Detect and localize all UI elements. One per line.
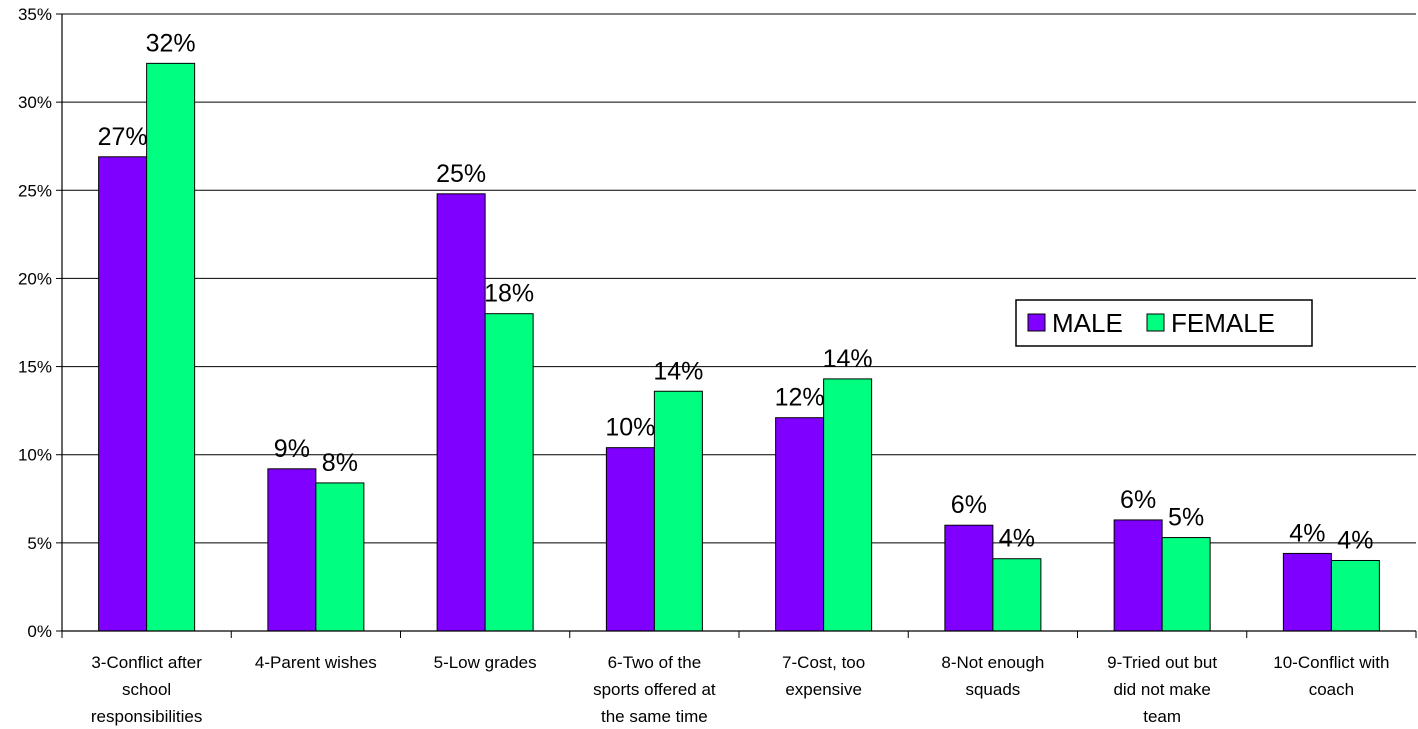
x-tick-label: 4-Parent wishes bbox=[255, 653, 377, 672]
bar-male bbox=[98, 156, 148, 632]
data-label-male: 25% bbox=[436, 160, 486, 188]
y-tick-label: 25% bbox=[18, 181, 52, 200]
data-label-male: 10% bbox=[605, 414, 655, 442]
bar-female bbox=[1161, 537, 1211, 632]
x-tick-label: 6-Two of the sports offered at the same ti… bbox=[593, 653, 716, 726]
x-tick-label-line: squads bbox=[965, 680, 1020, 699]
bar-female bbox=[653, 390, 703, 632]
legend: MALE FEMALE bbox=[1015, 299, 1313, 347]
bars bbox=[98, 62, 1380, 632]
x-tick-label: 3-Conflict after school responsibilities bbox=[91, 653, 203, 726]
data-label-male: 27% bbox=[98, 123, 148, 151]
legend-swatch-male bbox=[1027, 313, 1046, 332]
x-tick-label-line: 6-Two of the bbox=[608, 653, 702, 672]
legend-swatch-female bbox=[1146, 313, 1165, 332]
x-tick-label-line: coach bbox=[1309, 680, 1354, 699]
x-tick-label-line: 5-Low grades bbox=[434, 653, 537, 672]
y-tick-label: 10% bbox=[18, 446, 52, 465]
data-labels: 27% 32% 9% 8% 25% 18% 10% 14% 12% 14% 6% 4% 6% 5% 4% 4% bbox=[98, 29, 1374, 554]
x-tick-label: 9-Tried out but did not make team bbox=[1107, 653, 1217, 726]
bar-female bbox=[992, 558, 1042, 632]
data-label-female: 14% bbox=[653, 357, 703, 385]
bar-male bbox=[775, 417, 825, 632]
x-tick-label: 5-Low grades bbox=[434, 653, 537, 672]
x-tick-label-line: did not make bbox=[1113, 680, 1210, 699]
bar-male bbox=[436, 193, 486, 632]
x-tick-label-line: sports offered at bbox=[593, 680, 716, 699]
x-tick-label-line: school bbox=[122, 680, 171, 699]
data-label-female: 4% bbox=[999, 525, 1035, 553]
legend-label-male: MALE bbox=[1052, 308, 1123, 338]
x-tick-label-line: the same time bbox=[601, 707, 708, 726]
y-tick-label: 30% bbox=[18, 93, 52, 112]
bar-male bbox=[1282, 552, 1332, 632]
bar-male bbox=[1113, 519, 1163, 632]
bar-female bbox=[1330, 559, 1380, 632]
bar-male bbox=[267, 468, 317, 632]
data-label-female: 14% bbox=[823, 345, 873, 373]
y-tick-label: 0% bbox=[27, 622, 52, 641]
y-tick-label: 15% bbox=[18, 358, 52, 377]
grid-lines bbox=[62, 13, 1416, 544]
data-label-male: 12% bbox=[775, 384, 825, 412]
bar-male bbox=[605, 447, 655, 632]
x-tick-label-line: 10-Conflict with bbox=[1273, 653, 1389, 672]
x-tick-label: 7-Cost, too expensive bbox=[782, 653, 865, 699]
x-tick-label-line: 7-Cost, too bbox=[782, 653, 865, 672]
data-label-female: 32% bbox=[146, 29, 196, 57]
y-tick-label: 20% bbox=[18, 269, 52, 288]
x-tick-label-line: 4-Parent wishes bbox=[255, 653, 377, 672]
bar-female bbox=[823, 378, 873, 632]
axes: 0% 5% 10% 15% 20% 25% 30% 35% 3-Conflict after sc… bbox=[18, 5, 1417, 726]
y-tick-label: 35% bbox=[18, 5, 52, 24]
bar-female bbox=[315, 482, 365, 632]
x-tick-label-line: responsibilities bbox=[91, 707, 203, 726]
data-label-female: 18% bbox=[484, 280, 534, 308]
x-tick-label-line: 8-Not enough bbox=[941, 653, 1044, 672]
y-tick-label: 5% bbox=[27, 534, 52, 553]
x-tick-label-line: 9-Tried out but bbox=[1107, 653, 1217, 672]
bar-female bbox=[146, 62, 196, 632]
x-tick-label: 10-Conflict with coach bbox=[1273, 653, 1389, 699]
x-tick-label-line: expensive bbox=[785, 680, 862, 699]
data-label-female: 8% bbox=[322, 449, 358, 477]
legend-label-female: FEMALE bbox=[1171, 308, 1275, 338]
x-tick-label-line: team bbox=[1143, 707, 1181, 726]
data-label-male: 6% bbox=[951, 491, 987, 519]
x-tick-label-line: 3-Conflict after bbox=[91, 653, 202, 672]
bar-female bbox=[484, 313, 534, 632]
data-label-male: 9% bbox=[274, 435, 310, 463]
data-label-female: 5% bbox=[1168, 504, 1204, 532]
x-tick-label: 8-Not enough squads bbox=[941, 653, 1044, 699]
bar-male bbox=[944, 524, 994, 632]
data-label-female: 4% bbox=[1337, 526, 1373, 554]
data-label-male: 4% bbox=[1289, 519, 1325, 547]
data-label-male: 6% bbox=[1120, 486, 1156, 514]
